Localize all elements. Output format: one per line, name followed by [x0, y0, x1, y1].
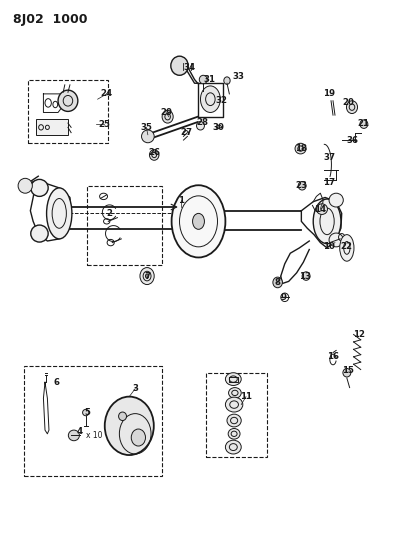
Text: 29: 29 — [160, 108, 172, 117]
Ellipse shape — [340, 235, 354, 261]
Text: x 10: x 10 — [86, 431, 102, 440]
Text: 33: 33 — [232, 72, 244, 81]
Text: 12: 12 — [353, 330, 365, 339]
Text: 4: 4 — [77, 426, 83, 435]
Ellipse shape — [225, 397, 243, 412]
Ellipse shape — [200, 86, 220, 112]
Ellipse shape — [329, 233, 343, 247]
Ellipse shape — [68, 430, 79, 441]
Ellipse shape — [224, 77, 230, 84]
Text: 6: 6 — [53, 378, 59, 387]
Text: 7: 7 — [144, 271, 150, 280]
Text: 8: 8 — [275, 278, 281, 287]
Bar — [25, 366, 162, 477]
Ellipse shape — [225, 373, 241, 385]
Ellipse shape — [360, 120, 368, 128]
Text: 32: 32 — [216, 96, 227, 106]
Text: 25: 25 — [98, 119, 110, 128]
Bar — [206, 373, 266, 457]
Text: 13: 13 — [299, 271, 311, 280]
Text: 36: 36 — [346, 135, 358, 144]
Ellipse shape — [313, 199, 341, 244]
Ellipse shape — [227, 414, 241, 427]
Text: 21: 21 — [358, 119, 370, 127]
Ellipse shape — [172, 185, 225, 257]
Ellipse shape — [142, 130, 154, 143]
Text: 22: 22 — [341, 242, 353, 251]
Ellipse shape — [228, 429, 240, 439]
Text: 1: 1 — [178, 196, 184, 205]
Bar — [36, 119, 68, 135]
Text: 18: 18 — [295, 144, 306, 153]
Ellipse shape — [58, 90, 78, 111]
Ellipse shape — [329, 193, 343, 207]
Text: 17: 17 — [323, 178, 335, 187]
Ellipse shape — [316, 204, 328, 214]
Text: 8J02  1000: 8J02 1000 — [13, 13, 87, 26]
Text: 27: 27 — [181, 128, 193, 137]
Text: 5: 5 — [84, 408, 90, 417]
Ellipse shape — [225, 440, 241, 454]
Ellipse shape — [145, 274, 148, 278]
Ellipse shape — [343, 368, 351, 377]
Text: 34: 34 — [184, 63, 196, 72]
Ellipse shape — [298, 182, 306, 190]
Text: 26: 26 — [148, 148, 160, 157]
Text: 28: 28 — [197, 118, 208, 126]
Ellipse shape — [119, 412, 127, 421]
Ellipse shape — [31, 180, 48, 196]
Text: 24: 24 — [101, 90, 113, 99]
Bar — [28, 79, 108, 143]
Ellipse shape — [31, 225, 48, 242]
Ellipse shape — [295, 143, 306, 154]
Text: 20: 20 — [342, 99, 354, 108]
Text: 10: 10 — [323, 242, 335, 251]
Text: 3: 3 — [132, 384, 138, 393]
Ellipse shape — [171, 56, 188, 75]
Ellipse shape — [273, 277, 282, 288]
Text: 30: 30 — [212, 123, 224, 132]
Ellipse shape — [197, 122, 204, 130]
Ellipse shape — [18, 179, 32, 193]
Ellipse shape — [162, 110, 173, 123]
Ellipse shape — [149, 150, 159, 160]
Ellipse shape — [199, 75, 207, 84]
Text: 2: 2 — [106, 209, 112, 218]
Ellipse shape — [140, 268, 154, 285]
Bar — [87, 186, 162, 265]
Ellipse shape — [347, 101, 358, 114]
Text: 19: 19 — [323, 90, 335, 99]
Text: 9: 9 — [281, 293, 287, 302]
Text: 14: 14 — [314, 205, 326, 214]
Text: 35: 35 — [141, 123, 152, 132]
Ellipse shape — [131, 429, 145, 446]
Text: 23: 23 — [295, 181, 307, 190]
Text: 37: 37 — [324, 153, 336, 162]
Ellipse shape — [193, 213, 204, 229]
Ellipse shape — [46, 188, 72, 239]
Text: 11: 11 — [240, 392, 252, 401]
Text: 31: 31 — [204, 75, 216, 84]
Ellipse shape — [105, 397, 154, 455]
Ellipse shape — [229, 387, 241, 398]
Text: 15: 15 — [342, 366, 354, 375]
Ellipse shape — [302, 272, 310, 280]
Ellipse shape — [83, 409, 89, 416]
Text: 16: 16 — [327, 352, 339, 361]
